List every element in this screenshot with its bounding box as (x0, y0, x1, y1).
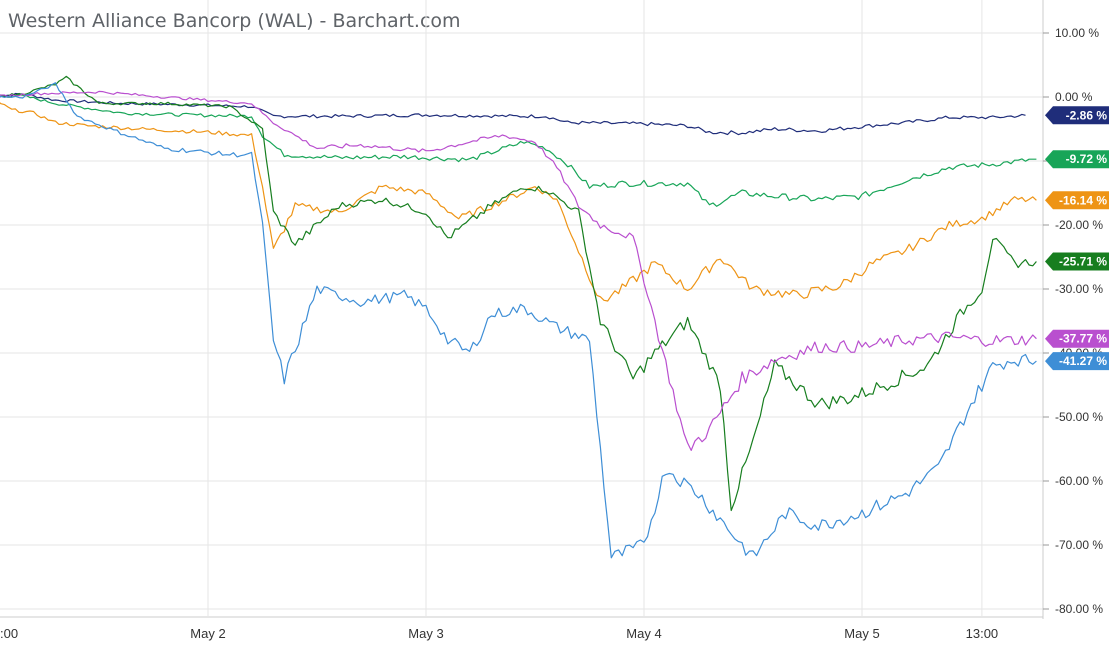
series-line (0, 90, 1037, 451)
y-tick-label: -20.00 % (1055, 218, 1103, 232)
series-line (0, 94, 1037, 207)
y-tick-label: -80.00 % (1055, 602, 1103, 616)
y-tick-label: -60.00 % (1055, 474, 1103, 488)
badge-label: -41.27 % (1059, 354, 1107, 368)
x-tick-label: May 4 (626, 626, 661, 641)
badge-label: -16.14 % (1059, 193, 1107, 207)
x-tick-label: May 2 (190, 626, 225, 641)
last-value-badge: -25.71 % (1045, 252, 1109, 271)
x-tick-label: :00 (0, 626, 18, 641)
badge-label: -37.77 % (1059, 332, 1107, 346)
y-tick-label: -70.00 % (1055, 538, 1103, 552)
chart-title: Western Alliance Bancorp (WAL) - Barchar… (8, 10, 461, 32)
last-value-badge: -9.72 % (1045, 150, 1109, 169)
y-tick-label: 10.00 % (1055, 26, 1099, 40)
badge-label: -9.72 % (1066, 152, 1108, 166)
x-tick-label: May 3 (408, 626, 443, 641)
last-value-badge: -16.14 % (1045, 191, 1109, 210)
x-axis-ticks: :00 May 2 May 3 May 4 May 5 13:00 (0, 626, 998, 641)
badge-label: -2.86 % (1066, 108, 1108, 122)
last-value-badge: -41.27 % (1045, 352, 1109, 371)
series-line (0, 75, 1037, 512)
y-tick-label: 0.00 % (1055, 90, 1093, 104)
last-value-badge: -37.77 % (1045, 329, 1109, 348)
y-tick-label: -30.00 % (1055, 282, 1103, 296)
y-tick-label: -50.00 % (1055, 410, 1103, 424)
badge-label: -25.71 % (1059, 255, 1107, 269)
series-lines (0, 75, 1037, 559)
last-value-badges: -2.86 % -9.72 % -16.14 % -25.71 % -37.77 % -4… (1045, 106, 1109, 371)
series-line (0, 92, 1026, 136)
series-line (0, 82, 1037, 559)
x-tick-label: May 5 (844, 626, 879, 641)
x-tick-label: 13:00 (966, 626, 999, 641)
series-line (0, 102, 1037, 302)
last-value-badge: -2.86 % (1045, 106, 1109, 125)
grid-lines (0, 0, 1044, 619)
